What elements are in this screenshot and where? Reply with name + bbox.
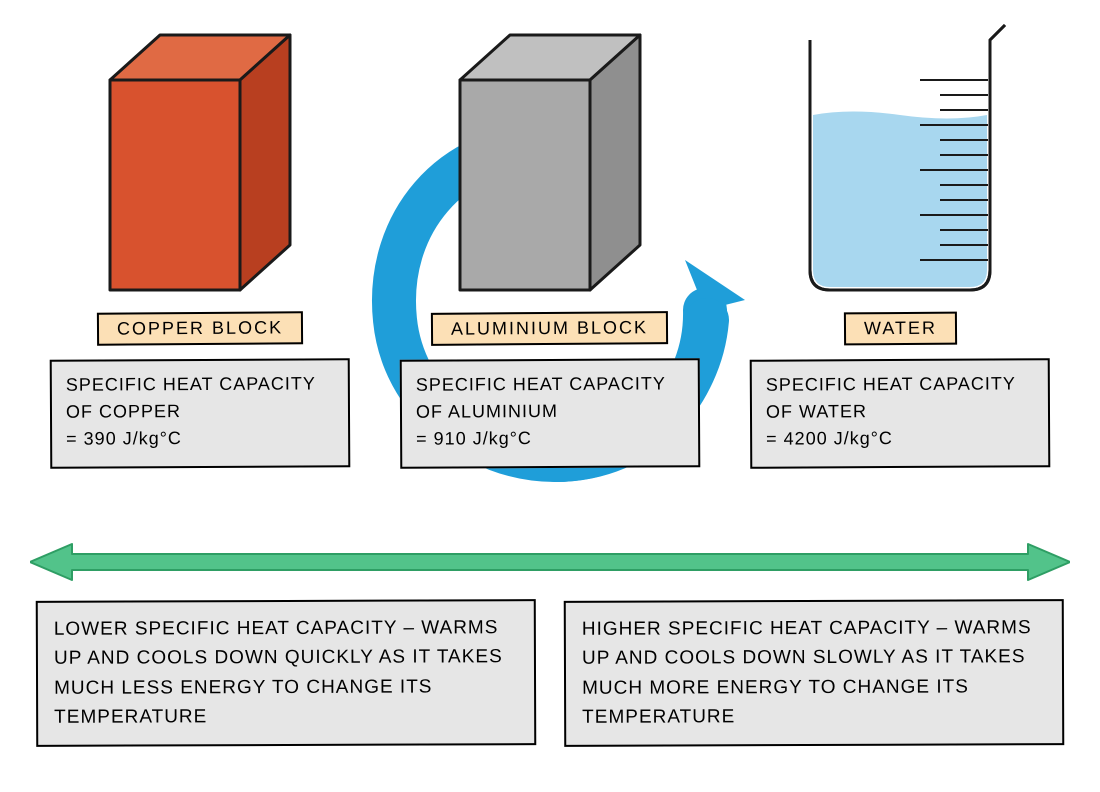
copper-info-box: SPECIFIC HEAT CAPACITY OF COPPER= 390 J/… <box>50 358 351 469</box>
aluminium-info-box: SPECIFIC HEAT CAPACITY OF ALUMINIUM= 910… <box>400 358 701 469</box>
column-aluminium: ALUMINIUM BLOCK SPECIFIC HEAT CAPACITY O… <box>390 20 710 468</box>
explain-row: LOWER SPECIFIC HEAT CAPACITY – WARMS UP … <box>0 600 1100 746</box>
water-beaker-icon <box>770 20 1030 300</box>
diagram-stage: COPPER BLOCK SPECIFIC HEAT CAPACITY OF C… <box>0 0 1100 792</box>
scale-arrow-icon <box>30 542 1070 582</box>
explain-lower-shc: LOWER SPECIFIC HEAT CAPACITY – WARMS UP … <box>36 599 537 746</box>
water-title: WATER <box>843 312 956 346</box>
explain-higher-shc: HIGHER SPECIFIC HEAT CAPACITY – WARMS UP… <box>564 599 1065 746</box>
aluminium-block-icon <box>420 20 680 300</box>
water-info-box: SPECIFIC HEAT CAPACITY OF WATER= 4200 J/… <box>750 358 1051 469</box>
column-water: WATER SPECIFIC HEAT CAPACITY OF WATER= 4… <box>740 20 1060 468</box>
aluminium-title: ALUMINIUM BLOCK <box>431 311 668 346</box>
copper-block-icon <box>70 20 330 300</box>
column-copper: COPPER BLOCK SPECIFIC HEAT CAPACITY OF C… <box>40 20 360 468</box>
copper-title: COPPER BLOCK <box>97 311 303 345</box>
